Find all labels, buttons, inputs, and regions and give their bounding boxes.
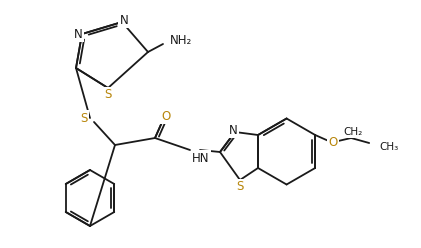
Text: CH₂: CH₂ [344, 127, 363, 137]
Text: N: N [120, 13, 128, 27]
Text: N: N [229, 124, 237, 136]
Text: CH₃: CH₃ [379, 142, 398, 152]
Text: O: O [161, 110, 171, 123]
Text: S: S [104, 89, 112, 101]
Text: S: S [80, 112, 88, 124]
Text: S: S [236, 181, 244, 193]
Text: HN: HN [192, 152, 210, 164]
Text: O: O [328, 136, 338, 150]
Text: NH₂: NH₂ [170, 33, 192, 47]
Text: N: N [74, 28, 83, 40]
